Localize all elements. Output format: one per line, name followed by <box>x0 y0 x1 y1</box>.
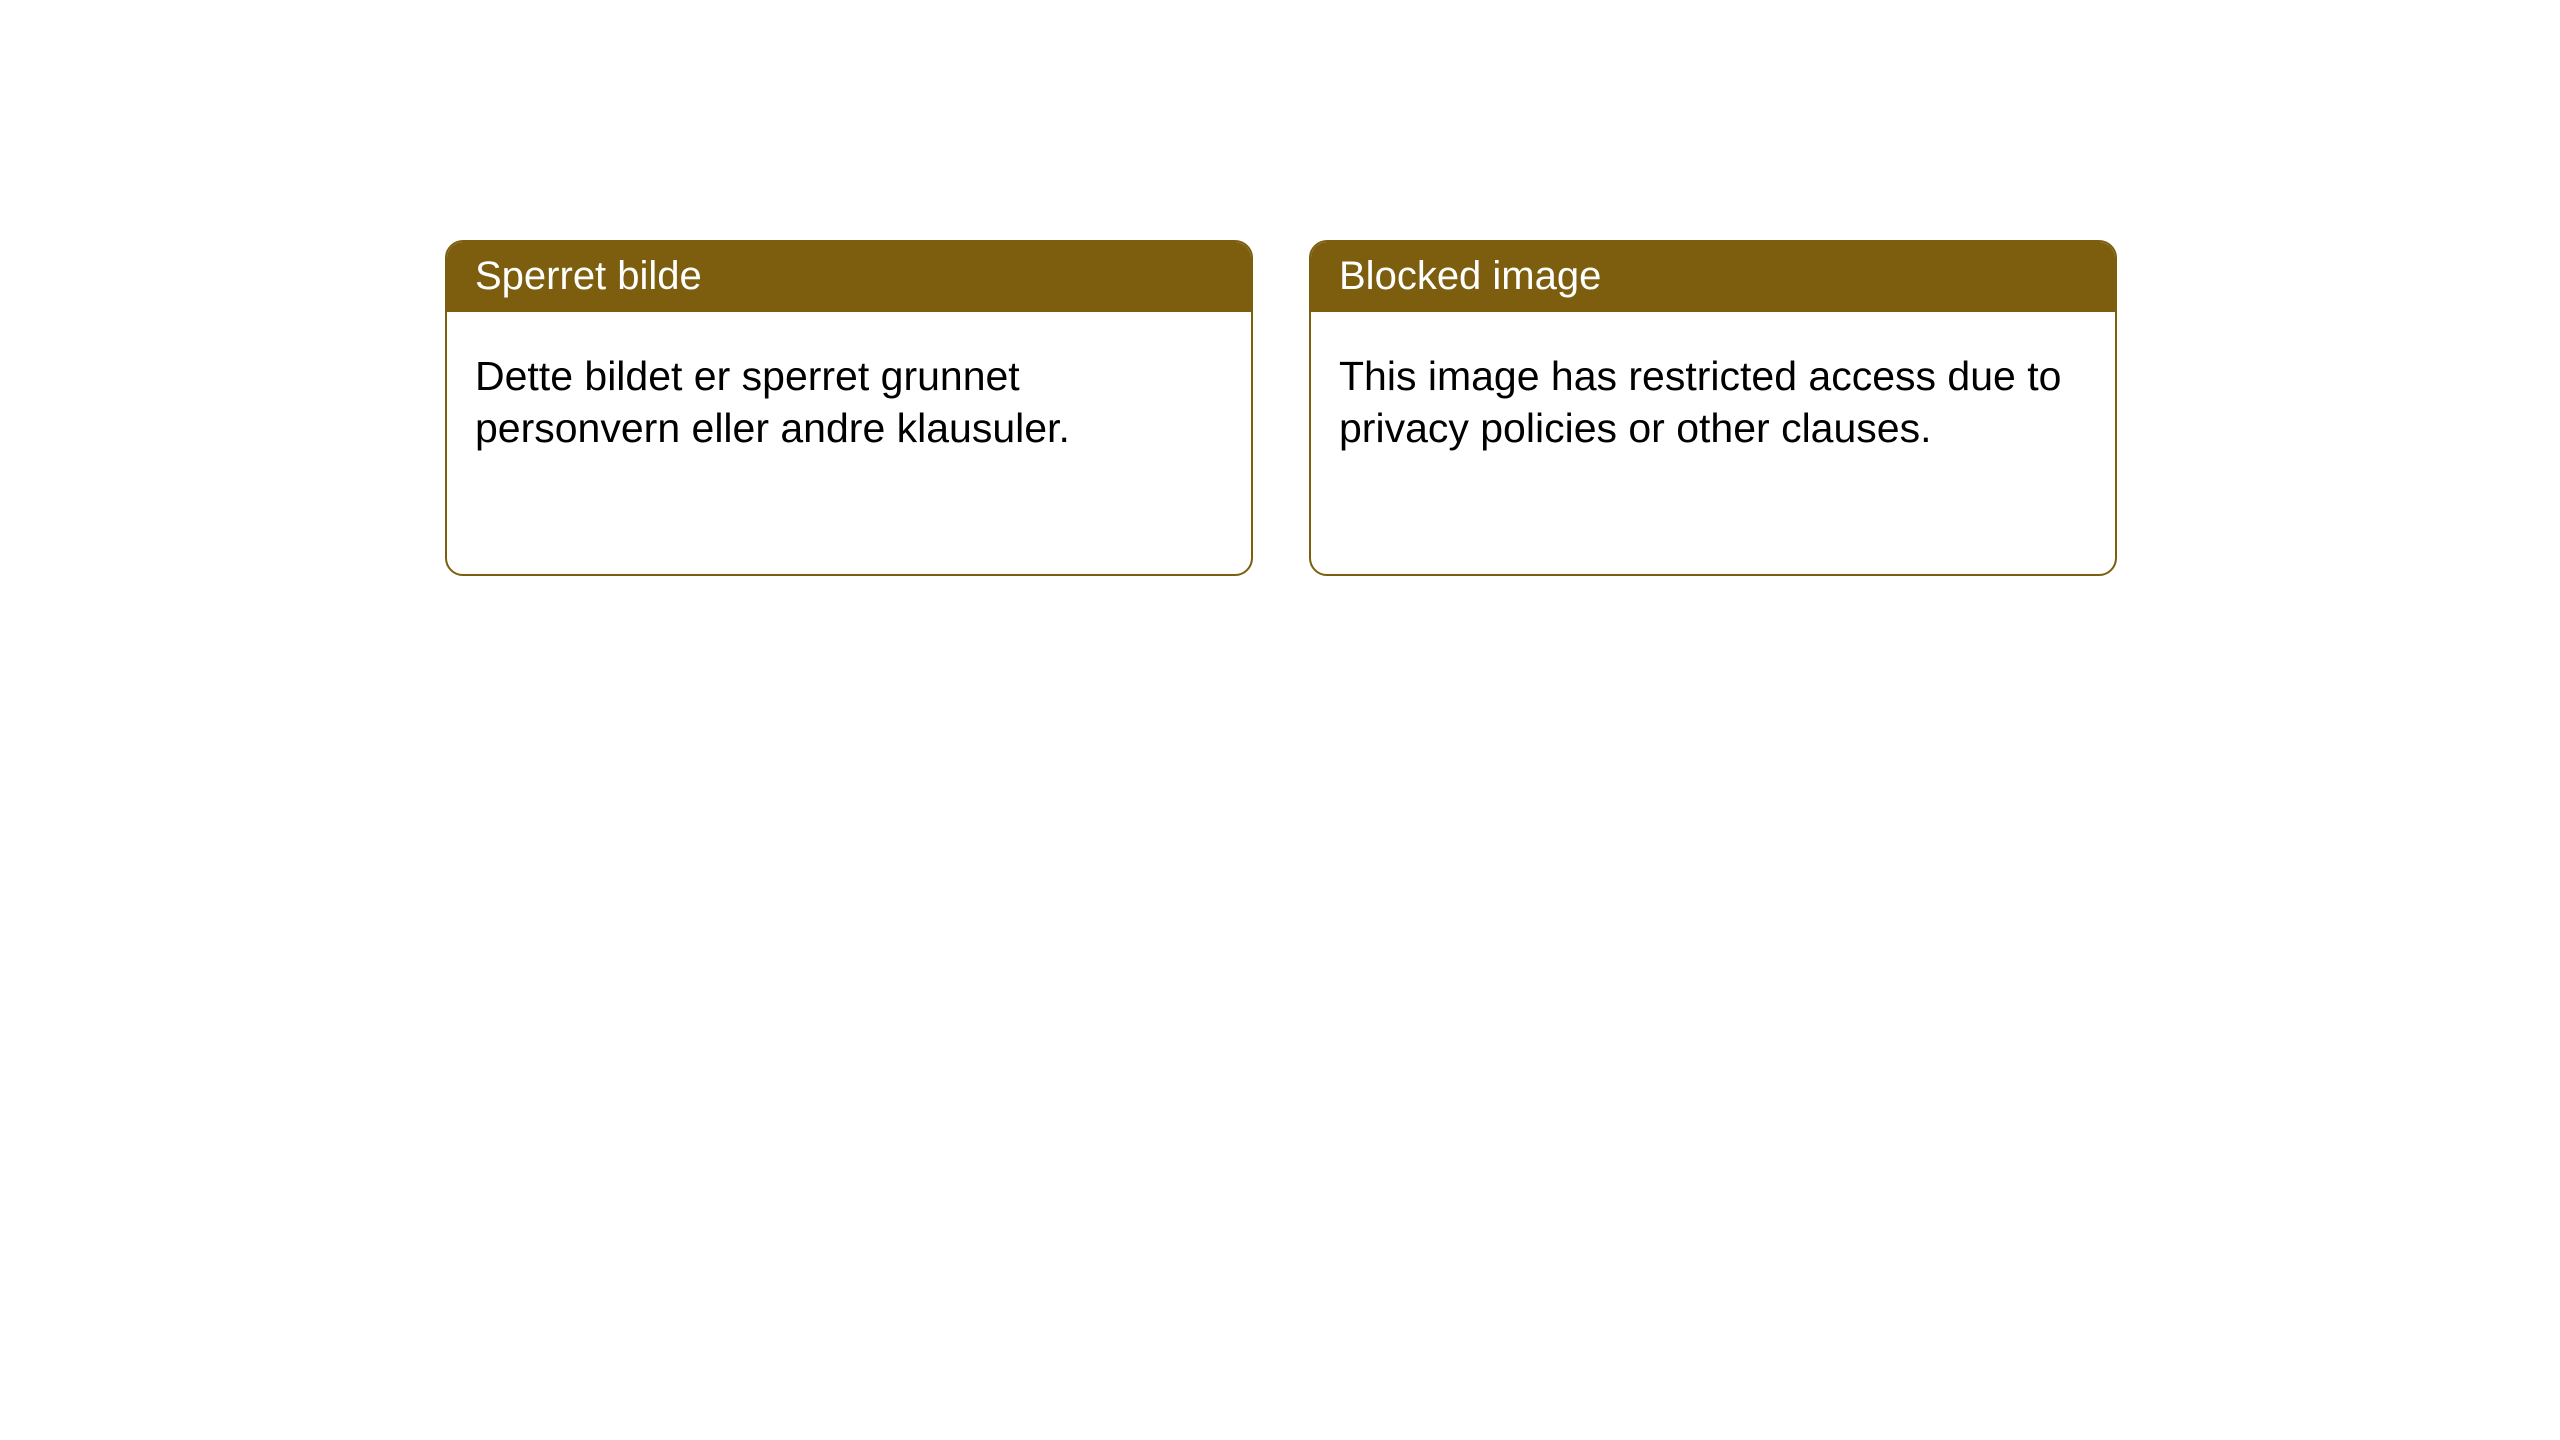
notice-card-norwegian: Sperret bilde Dette bildet er sperret gr… <box>445 240 1253 576</box>
notice-body-norwegian: Dette bildet er sperret grunnet personve… <box>447 312 1251 493</box>
notice-title-norwegian: Sperret bilde <box>447 242 1251 312</box>
notice-title-english: Blocked image <box>1311 242 2115 312</box>
notice-container: Sperret bilde Dette bildet er sperret gr… <box>445 240 2117 576</box>
notice-body-english: This image has restricted access due to … <box>1311 312 2115 493</box>
notice-card-english: Blocked image This image has restricted … <box>1309 240 2117 576</box>
